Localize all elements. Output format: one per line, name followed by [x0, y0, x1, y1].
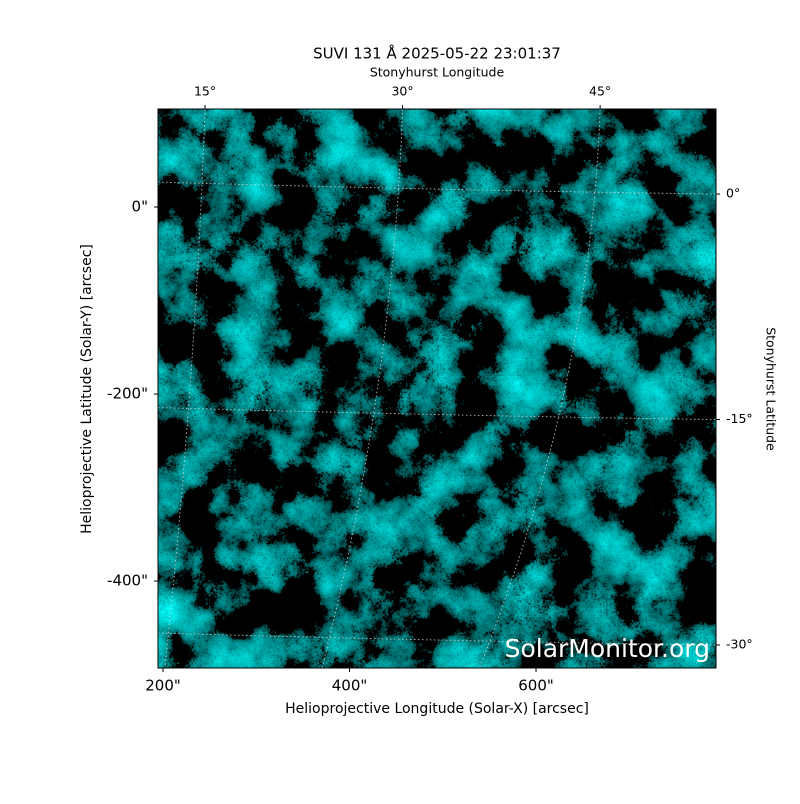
y2-tick-label: -15°	[726, 411, 753, 426]
solar-image	[158, 109, 716, 668]
x-axis-label: Helioprojective Longitude (Solar-X) [arc…	[285, 701, 589, 717]
x-tick-label: 600"	[518, 677, 554, 695]
stonyhurst-grid	[158, 109, 716, 668]
plot-frame	[157, 108, 717, 669]
x2-tick-label: 45°	[589, 84, 611, 99]
x-tick-label: 400"	[332, 677, 368, 695]
x2-tick-label: 30°	[391, 84, 413, 99]
watermark: SolarMonitor.org	[505, 634, 710, 663]
chart-title: SUVI 131 Å 2025-05-22 23:01:37	[313, 44, 561, 63]
x2-axis-label: Stonyhurst Longitude	[370, 65, 505, 80]
latitude-grid-line	[158, 181, 716, 195]
y-tick-label: -400"	[107, 572, 148, 590]
x-tick-label: 200"	[145, 677, 181, 695]
longitude-grid-line	[321, 109, 404, 668]
y-tick-label: -200"	[107, 385, 148, 403]
latitude-grid-line	[158, 632, 716, 646]
y-tick-label: 0"	[132, 197, 148, 215]
image-area	[158, 109, 716, 668]
y2-tick-label: 0°	[726, 186, 740, 201]
latitude-grid-line	[158, 407, 716, 420]
y-axis-label: Helioprojective Latitude (Solar-Y) [arcs…	[79, 244, 95, 534]
x2-tick-label: 15°	[194, 84, 216, 99]
y2-tick-label: -30°	[726, 637, 753, 652]
y2-axis-label: Stonyhurst Latitude	[764, 327, 779, 451]
